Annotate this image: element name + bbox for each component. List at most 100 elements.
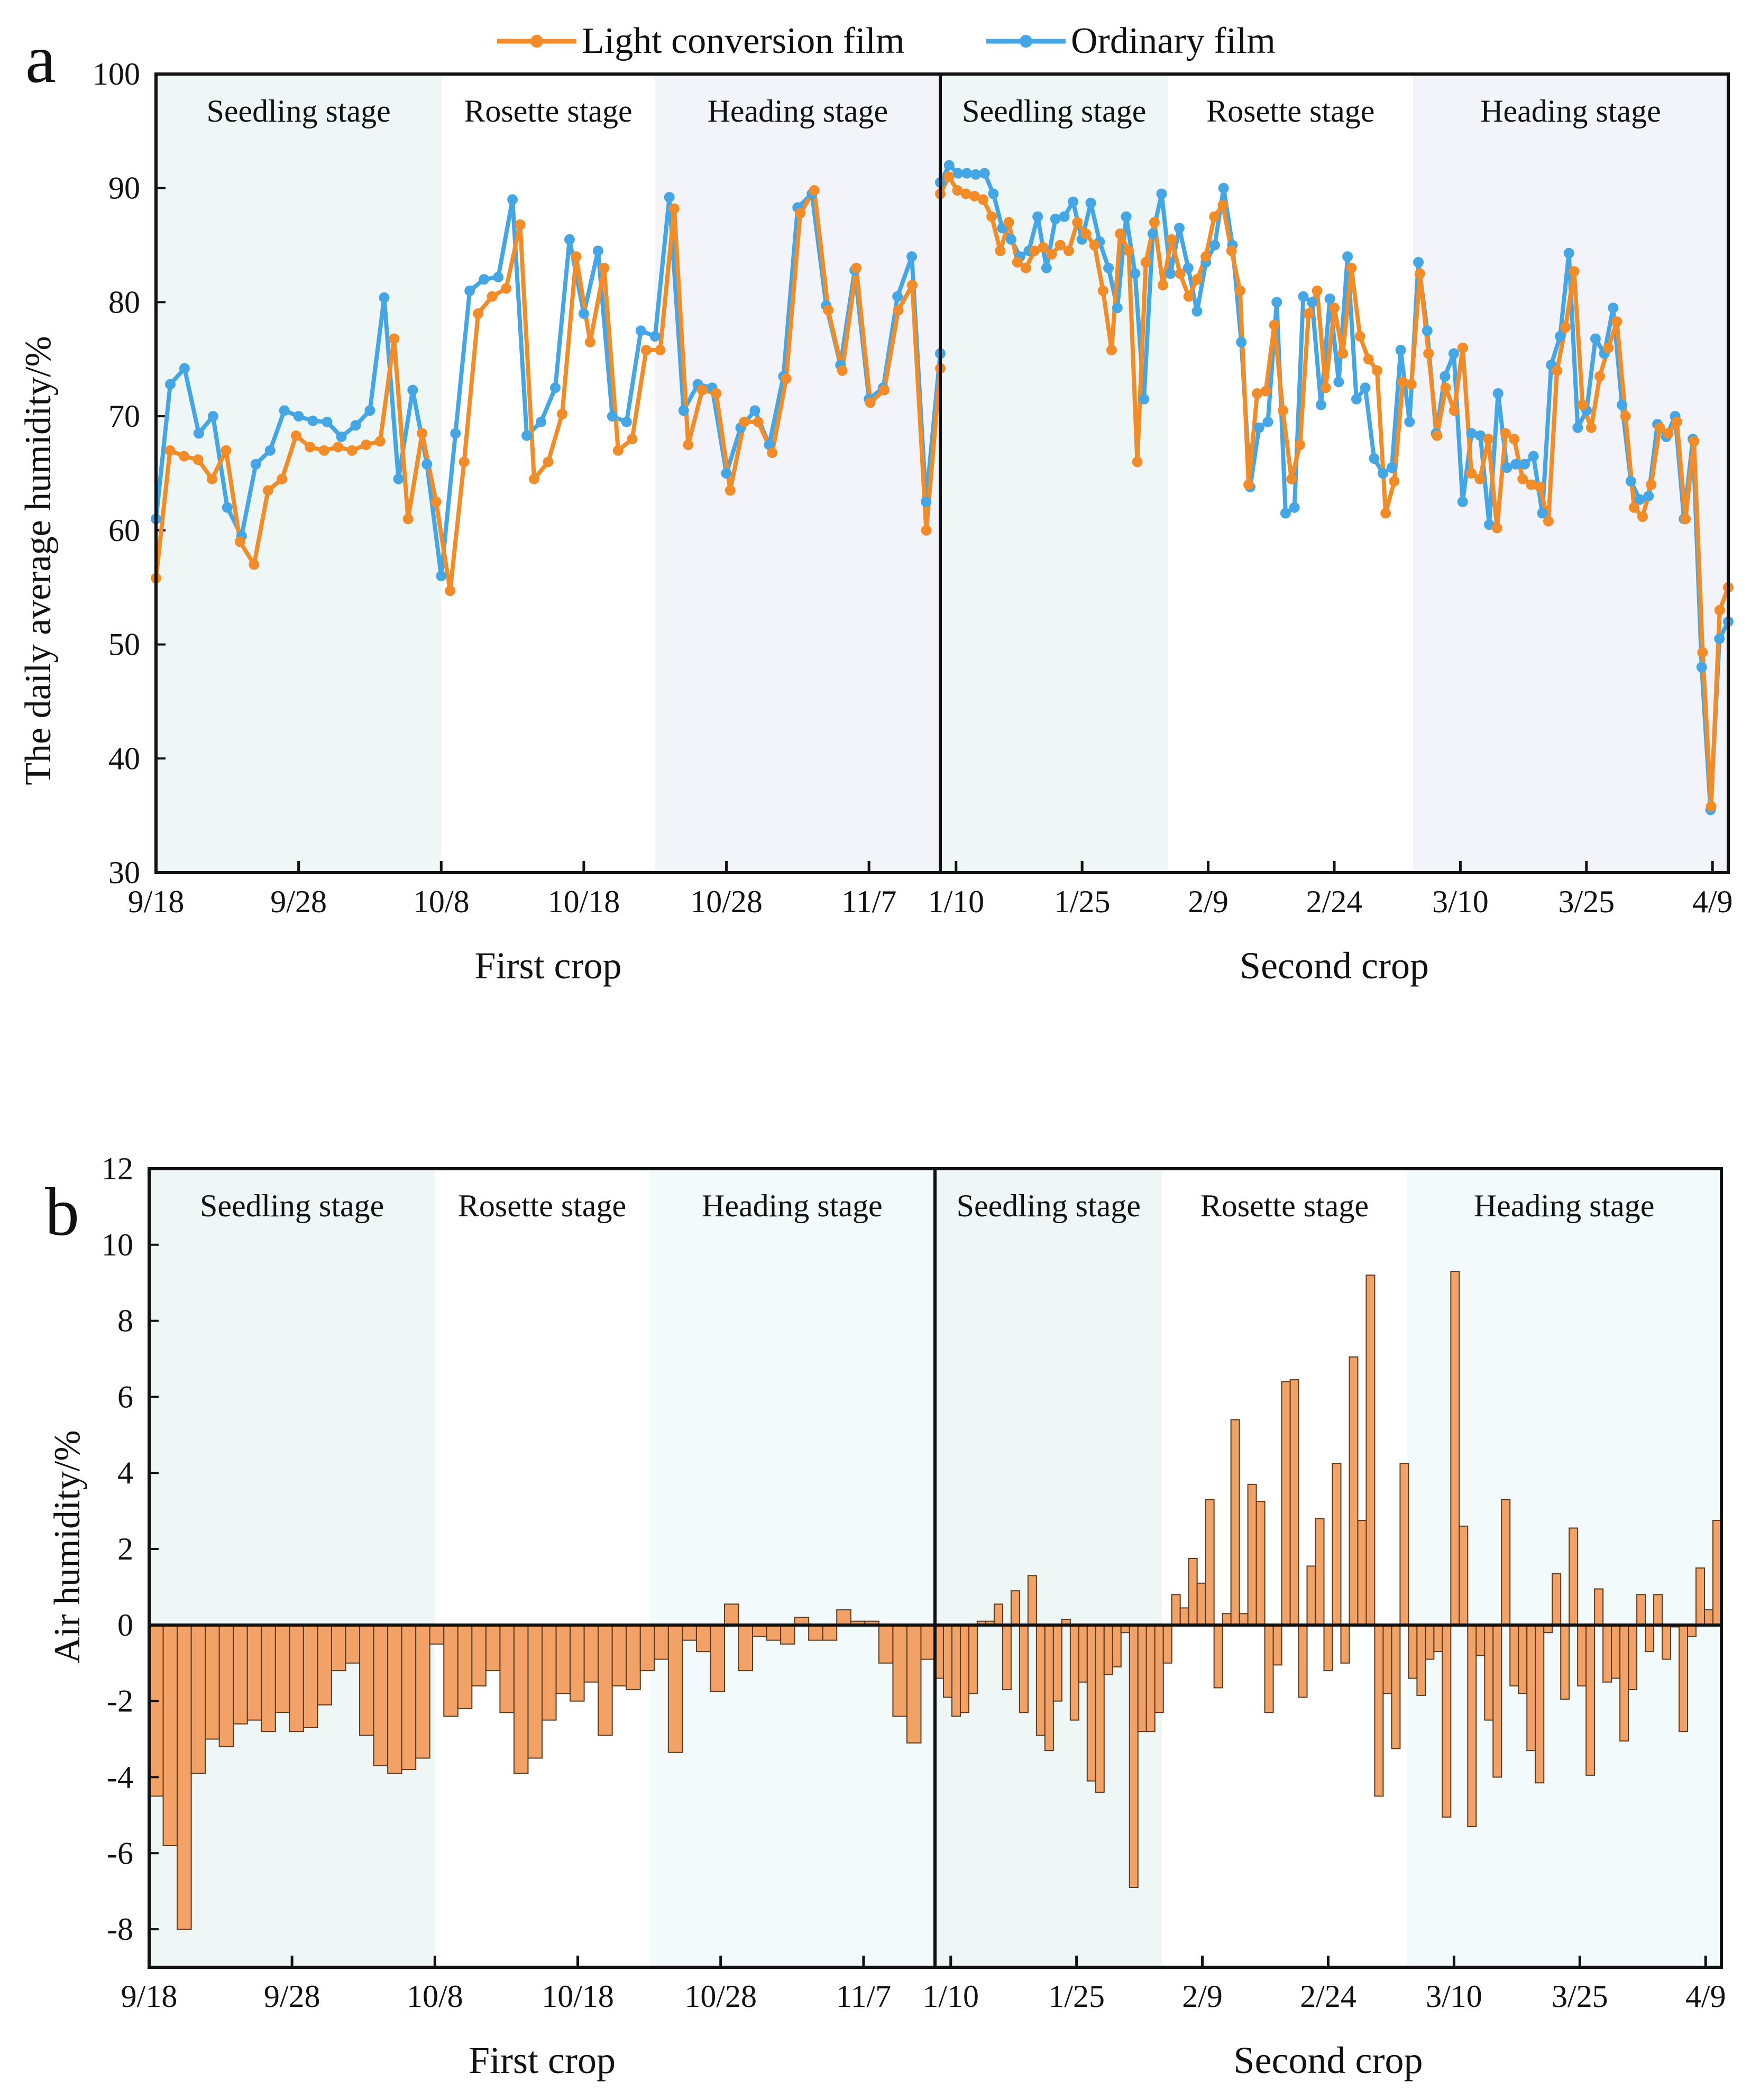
series-points xyxy=(151,160,1734,815)
y-tick-label: 10 xyxy=(102,1227,133,1262)
crop-label: First crop xyxy=(469,2039,616,2081)
data-point-light-film xyxy=(1226,245,1237,256)
data-point-light-film xyxy=(1295,439,1306,451)
data-point-light-film xyxy=(318,445,329,456)
data-point-light-film xyxy=(1097,285,1108,296)
data-point-ordinary-film xyxy=(1634,494,1645,505)
data-point-ordinary-film xyxy=(1174,223,1185,234)
y-tick-label: 70 xyxy=(108,399,140,434)
data-point-light-film xyxy=(1611,316,1622,327)
data-point-light-film xyxy=(753,416,764,427)
bar xyxy=(1526,1624,1536,1751)
data-point-ordinary-film xyxy=(1103,262,1114,273)
legend-item-light-conversion-film[interactable]: Light conversion film xyxy=(497,21,904,61)
data-point-ordinary-film xyxy=(1068,196,1079,207)
bar xyxy=(1459,1525,1469,1626)
bar xyxy=(920,1624,936,1660)
data-point-ordinary-film xyxy=(1449,348,1460,359)
bar xyxy=(1188,1558,1198,1626)
x-tick-label: 2/9 xyxy=(1188,884,1229,919)
x-tick-label: 1/10 xyxy=(922,1979,979,2014)
data-point-light-film xyxy=(402,513,414,525)
data-point-ordinary-film xyxy=(1236,336,1247,347)
data-point-light-film xyxy=(389,333,400,344)
bar xyxy=(1255,1501,1266,1626)
data-point-ordinary-film xyxy=(1130,268,1141,279)
stage-band-heading xyxy=(649,1169,935,1967)
data-point-light-film xyxy=(1714,604,1725,616)
data-point-light-film xyxy=(952,185,963,196)
x-tick-label: 11/7 xyxy=(836,1979,891,2014)
bar xyxy=(1619,1624,1629,1742)
y-axis-label: The daily average humidity/% xyxy=(18,336,59,785)
data-point-light-film xyxy=(1509,434,1520,445)
bar xyxy=(1357,1520,1367,1626)
data-point-light-film xyxy=(262,485,273,496)
data-point-light-film xyxy=(1046,249,1057,260)
data-point-ordinary-film xyxy=(1457,496,1468,507)
data-point-light-film xyxy=(986,211,997,222)
stage-band-seedling xyxy=(940,74,1168,873)
stage-bands xyxy=(149,1169,1721,1967)
data-point-light-film xyxy=(655,345,666,356)
data-point-light-film xyxy=(333,442,344,453)
bar xyxy=(808,1624,823,1641)
stage-band-seedling xyxy=(149,1169,435,1967)
y-tick-label: 100 xyxy=(93,57,140,91)
data-point-light-film xyxy=(1457,342,1468,353)
bar xyxy=(968,1624,978,1694)
data-point-light-film xyxy=(1406,379,1417,390)
bar xyxy=(822,1624,838,1641)
y-tick-label: 90 xyxy=(108,171,140,206)
data-point-ordinary-film xyxy=(1041,262,1052,273)
bar xyxy=(1349,1356,1359,1626)
data-point-ordinary-film xyxy=(649,331,661,342)
bar xyxy=(1340,1624,1350,1664)
legend-item-ordinary-film[interactable]: Ordinary film xyxy=(986,21,1276,61)
data-point-ordinary-film xyxy=(1510,458,1521,470)
stage-label: Rosette stage xyxy=(464,94,632,129)
y-tick-label: 0 xyxy=(117,1608,133,1643)
bar xyxy=(1145,1624,1156,1732)
bar xyxy=(387,1624,402,1774)
data-point-light-film xyxy=(234,536,245,547)
data-point-light-film xyxy=(969,190,980,201)
bar xyxy=(1653,1594,1663,1626)
data-point-light-film xyxy=(1474,473,1486,484)
bar xyxy=(1695,1567,1706,1626)
data-point-light-film xyxy=(711,388,722,399)
bar xyxy=(1196,1582,1206,1626)
data-point-light-film xyxy=(445,585,456,597)
data-point-ordinary-film xyxy=(1342,251,1353,262)
bar xyxy=(1112,1624,1122,1667)
data-point-light-film xyxy=(1115,228,1126,239)
bar xyxy=(682,1624,697,1641)
bar xyxy=(1010,1590,1020,1626)
y-tick-label: -2 xyxy=(107,1684,133,1719)
data-point-light-film xyxy=(571,251,582,262)
x-tick-label: 1/10 xyxy=(928,884,984,919)
bar xyxy=(1433,1624,1443,1653)
data-point-ordinary-film xyxy=(479,274,490,285)
bar xyxy=(1103,1624,1113,1675)
stage-label: Seedling stage xyxy=(962,94,1146,129)
data-point-light-film xyxy=(1123,245,1134,256)
data-point-light-film xyxy=(599,262,610,273)
data-point-ordinary-film xyxy=(1608,302,1619,314)
data-point-ordinary-film xyxy=(578,308,589,319)
bar xyxy=(667,1624,683,1753)
data-point-light-film xyxy=(1312,285,1323,296)
data-point-light-film xyxy=(305,442,316,453)
bar xyxy=(1611,1624,1621,1679)
x-tick-label: 2/24 xyxy=(1306,884,1363,919)
data-point-ordinary-film xyxy=(1696,662,1707,673)
data-point-ordinary-film xyxy=(1537,508,1548,519)
tick-labels: 9/18 9/28 10/8 10/18 10/28 11/7 First crop 1/10… xyxy=(102,1151,1726,2081)
bar xyxy=(1704,1609,1714,1626)
x-tick-label: 10/8 xyxy=(407,1979,463,2014)
data-point-light-film xyxy=(921,525,932,536)
data-point-light-film xyxy=(1234,285,1245,296)
stage-label: Heading stage xyxy=(1474,1188,1655,1223)
data-point-ordinary-film xyxy=(943,160,955,171)
data-point-ordinary-film xyxy=(921,496,932,507)
